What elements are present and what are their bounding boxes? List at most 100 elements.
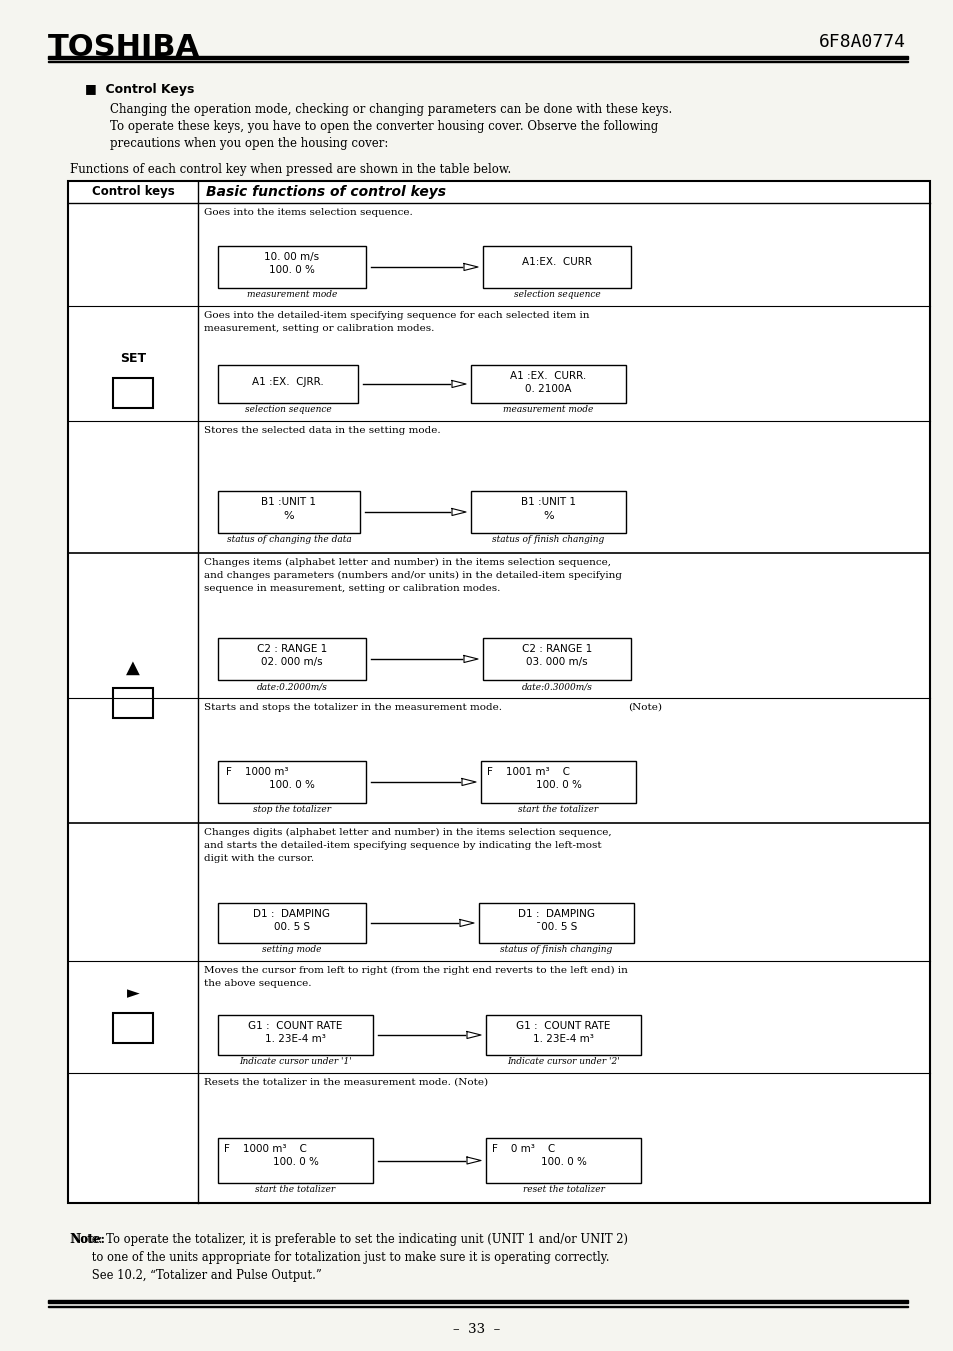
Text: A1 :EX.  CURR.: A1 :EX. CURR. — [510, 372, 586, 381]
Text: To operate these keys, you have to open the converter housing cover. Observe the: To operate these keys, you have to open … — [110, 120, 658, 132]
Text: to one of the units appropriate for totalization just to make sure it is operati: to one of the units appropriate for tota… — [70, 1251, 609, 1265]
Bar — [218, 1138, 373, 1183]
Text: F    0 m³    C: F 0 m³ C — [492, 1144, 555, 1154]
Text: F    1000 m³: F 1000 m³ — [226, 767, 288, 777]
Text: reset the totalizer: reset the totalizer — [522, 1185, 604, 1194]
Bar — [482, 638, 630, 680]
Text: D1 :  DAMPING: D1 : DAMPING — [253, 909, 330, 919]
Text: ¯00. 5 S: ¯00. 5 S — [536, 921, 577, 932]
Bar — [218, 365, 357, 403]
Text: 6F8A0774: 6F8A0774 — [818, 32, 905, 51]
Text: Functions of each control key when pressed are shown in the table below.: Functions of each control key when press… — [70, 163, 511, 176]
Text: F    1000 m³    C: F 1000 m³ C — [224, 1144, 307, 1154]
Text: the above sequence.: the above sequence. — [204, 979, 312, 988]
Text: Moves the cursor from left to right (from the right end reverts to the left end): Moves the cursor from left to right (fro… — [204, 966, 627, 975]
Text: 100. 0 %: 100. 0 % — [269, 265, 314, 276]
Text: F    1001 m³    C: F 1001 m³ C — [486, 767, 569, 777]
Bar — [471, 490, 625, 534]
Text: G1 :  COUNT RATE: G1 : COUNT RATE — [248, 1021, 342, 1031]
Bar — [480, 761, 636, 802]
Text: B1 :UNIT 1: B1 :UNIT 1 — [261, 497, 316, 507]
Text: status of finish changing: status of finish changing — [492, 535, 604, 544]
Text: TOSHIBA: TOSHIBA — [48, 32, 200, 62]
Bar — [218, 246, 366, 288]
Text: 100. 0 %: 100. 0 % — [540, 1156, 586, 1167]
Text: D1 :  DAMPING: D1 : DAMPING — [517, 909, 595, 919]
Text: digit with the cursor.: digit with the cursor. — [204, 854, 314, 863]
Bar — [218, 902, 366, 943]
Text: measurement, setting or calibration modes.: measurement, setting or calibration mode… — [204, 324, 434, 332]
Text: A1:EX.  CURR: A1:EX. CURR — [521, 257, 592, 267]
Bar — [218, 638, 366, 680]
Text: %: % — [542, 511, 554, 521]
Text: ►: ► — [127, 984, 139, 1002]
Bar — [218, 490, 359, 534]
Text: status of finish changing: status of finish changing — [500, 944, 612, 954]
Polygon shape — [459, 920, 474, 927]
Text: 03. 000 m/s: 03. 000 m/s — [526, 657, 587, 667]
Polygon shape — [463, 655, 477, 662]
Text: measurement mode: measurement mode — [247, 290, 336, 299]
Text: –  33  –: – 33 – — [453, 1323, 500, 1336]
Text: selection sequence: selection sequence — [513, 290, 599, 299]
Text: Basic functions of control keys: Basic functions of control keys — [206, 185, 446, 199]
Text: Stores the selected data in the setting mode.: Stores the selected data in the setting … — [204, 426, 440, 435]
Text: G1 :  COUNT RATE: G1 : COUNT RATE — [516, 1021, 610, 1031]
Bar — [112, 378, 152, 408]
Text: date:0.2000m/s: date:0.2000m/s — [256, 682, 327, 690]
Text: sequence in measurement, setting or calibration modes.: sequence in measurement, setting or cali… — [204, 584, 500, 593]
Polygon shape — [467, 1156, 480, 1165]
Text: 100. 0 %: 100. 0 % — [535, 780, 580, 790]
Text: Changing the operation mode, checking or changing parameters can be done with th: Changing the operation mode, checking or… — [110, 103, 672, 116]
Text: SET: SET — [120, 351, 146, 365]
Text: 100. 0 %: 100. 0 % — [273, 1156, 318, 1167]
Text: C2 : RANGE 1: C2 : RANGE 1 — [256, 644, 327, 654]
Text: setting mode: setting mode — [262, 944, 321, 954]
Bar — [485, 1015, 640, 1055]
Text: selection sequence: selection sequence — [244, 405, 331, 413]
Bar — [112, 688, 152, 717]
Polygon shape — [463, 263, 477, 270]
Bar — [218, 1015, 373, 1055]
Text: and changes parameters (numbers and/or units) in the detailed-item specifying: and changes parameters (numbers and/or u… — [204, 571, 621, 580]
Text: See 10.2, “Totalizer and Pulse Output.”: See 10.2, “Totalizer and Pulse Output.” — [70, 1269, 321, 1282]
Bar — [48, 55, 907, 59]
Text: B1 :UNIT 1: B1 :UNIT 1 — [520, 497, 576, 507]
Text: ▲: ▲ — [126, 659, 140, 677]
Text: start the totalizer: start the totalizer — [517, 805, 598, 815]
Text: %: % — [283, 511, 294, 521]
Text: start the totalizer: start the totalizer — [255, 1185, 335, 1194]
Text: ■  Control Keys: ■ Control Keys — [85, 82, 194, 96]
Text: C2 : RANGE 1: C2 : RANGE 1 — [521, 644, 592, 654]
Bar — [478, 902, 634, 943]
Text: A1 :EX.  CJRR.: A1 :EX. CJRR. — [252, 377, 323, 386]
Bar — [482, 246, 630, 288]
Text: Goes into the detailed-item specifying sequence for each selected item in: Goes into the detailed-item specifying s… — [204, 311, 589, 320]
Bar — [48, 1300, 907, 1302]
Text: Note:: Note: — [70, 1233, 105, 1246]
Text: measurement mode: measurement mode — [503, 405, 593, 413]
Bar — [218, 761, 366, 802]
Bar — [471, 365, 625, 403]
Text: Starts and stops the totalizer in the measurement mode.: Starts and stops the totalizer in the me… — [204, 703, 501, 712]
Text: date:0.3000m/s: date:0.3000m/s — [521, 682, 592, 690]
Text: Note: To operate the totalizer, it is preferable to set the indicating unit (UNI: Note: To operate the totalizer, it is pr… — [70, 1233, 627, 1246]
Bar — [485, 1138, 640, 1183]
Text: precautions when you open the housing cover:: precautions when you open the housing co… — [110, 136, 388, 150]
Text: 1. 23E-4 m³: 1. 23E-4 m³ — [265, 1034, 326, 1044]
Text: Changes items (alphabet letter and number) in the items selection sequence,: Changes items (alphabet letter and numbe… — [204, 558, 610, 567]
Polygon shape — [467, 1032, 480, 1039]
Text: 1. 23E-4 m³: 1. 23E-4 m³ — [533, 1034, 594, 1044]
Text: Indicate cursor under '2': Indicate cursor under '2' — [507, 1056, 619, 1066]
Bar — [68, 181, 929, 1202]
Text: 100. 0 %: 100. 0 % — [269, 780, 314, 790]
Polygon shape — [461, 778, 476, 785]
Text: stop the totalizer: stop the totalizer — [253, 805, 331, 815]
Text: Indicate cursor under '1': Indicate cursor under '1' — [239, 1056, 352, 1066]
Text: 0. 2100A: 0. 2100A — [525, 384, 571, 394]
Text: 00. 5 S: 00. 5 S — [274, 921, 310, 932]
Text: (Note): (Note) — [627, 703, 661, 712]
Text: 10. 00 m/s: 10. 00 m/s — [264, 253, 319, 262]
Polygon shape — [452, 508, 465, 516]
Text: and starts the detailed-item specifying sequence by indicating the left-most: and starts the detailed-item specifying … — [204, 842, 601, 850]
